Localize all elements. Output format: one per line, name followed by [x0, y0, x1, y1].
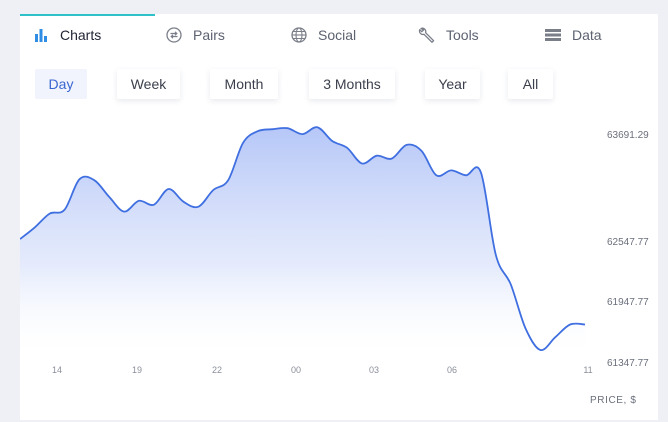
y-tick-label: 61347.77 — [607, 358, 649, 369]
price-line — [20, 126, 586, 351]
tab-tools[interactable]: Tools — [418, 14, 479, 56]
active-tab-indicator — [20, 14, 155, 16]
price-area — [20, 127, 585, 361]
swap-icon — [165, 26, 183, 44]
x-tick-label: 03 — [369, 365, 379, 375]
range-year-button[interactable]: Year — [425, 69, 480, 99]
y-axis-label: PRICE, $ — [590, 395, 637, 406]
tab-charts[interactable]: Charts — [32, 14, 101, 56]
globe-icon — [290, 26, 308, 44]
tab-pairs[interactable]: Pairs — [165, 14, 225, 56]
tab-tools-label: Tools — [446, 27, 479, 43]
range-day-button[interactable]: Day — [35, 69, 87, 99]
y-tick-label: 61947.77 — [607, 297, 649, 308]
bar-chart-icon — [32, 26, 50, 44]
range-all-button[interactable]: All — [508, 69, 553, 99]
x-tick-label: 06 — [447, 365, 457, 375]
x-tick-label: 00 — [291, 365, 301, 375]
tab-bar: Charts Pairs S — [20, 14, 658, 56]
tab-charts-label: Charts — [60, 27, 102, 43]
range-3months-button[interactable]: 3 Months — [309, 69, 395, 99]
y-tick-label: 62547.77 — [607, 237, 649, 248]
price-chart[interactable]: 14 19 22 00 03 06 11 63691.29 62547.77 61947.77 6… — [20, 14, 658, 420]
x-tick-label: 19 — [132, 365, 142, 375]
tab-pairs-label: Pairs — [193, 27, 225, 43]
x-tick-label: 22 — [212, 365, 222, 375]
tab-data-label: Data — [572, 27, 602, 43]
x-tick-label: 11 — [583, 365, 592, 375]
range-week-button[interactable]: Week — [117, 69, 180, 99]
chart-card: Charts Pairs S — [20, 14, 658, 420]
tab-social[interactable]: Social — [290, 14, 356, 56]
list-icon — [544, 26, 562, 44]
range-month-button[interactable]: Month — [210, 69, 278, 99]
wrench-icon — [418, 26, 436, 44]
x-tick-label: 14 — [52, 365, 62, 375]
tab-social-label: Social — [318, 27, 357, 43]
y-tick-label: 63691.29 — [607, 130, 649, 141]
tab-data[interactable]: Data — [544, 14, 602, 56]
